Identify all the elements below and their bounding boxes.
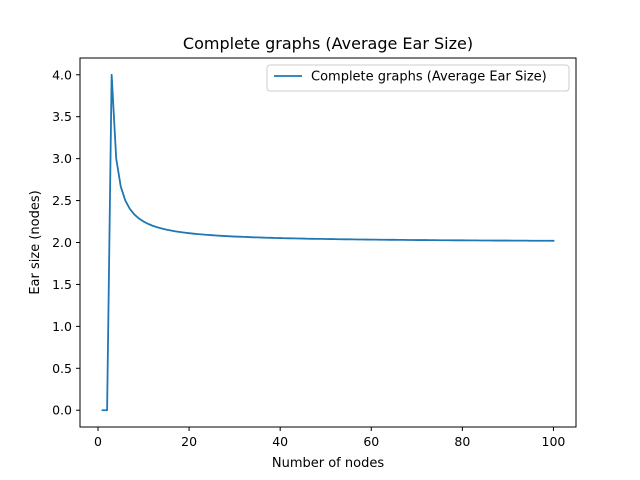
x-tick-label: 20 <box>181 434 197 449</box>
x-tick-label: 0 <box>94 434 102 449</box>
legend: Complete graphs (Average Ear Size) <box>266 64 570 92</box>
plot-frame <box>79 57 577 428</box>
x-tick-label: 100 <box>542 434 566 449</box>
series-line <box>101 73 555 412</box>
y-axis: 0.0 0.5 1.0 1.5 2.0 2.5 3.0 3.5 4.0 <box>52 67 80 418</box>
x-tick-label: 80 <box>454 434 470 449</box>
y-tick-label: 1.0 <box>52 319 72 334</box>
x-tick-label: 60 <box>363 434 379 449</box>
y-tick-label: 0.0 <box>52 403 72 418</box>
x-axis: 0 20 40 60 80 100 <box>94 427 565 449</box>
y-tick-label: 3.0 <box>52 151 72 166</box>
legend-entry: Complete graphs (Average Ear Size) <box>311 70 547 85</box>
y-tick-label: 1.5 <box>52 277 72 292</box>
x-tick-label: 40 <box>272 434 288 449</box>
y-tick-label: 3.5 <box>52 109 72 124</box>
legend-box <box>266 64 570 92</box>
x-axis-label: Number of nodes <box>272 456 384 471</box>
y-tick-label: 2.5 <box>52 193 72 208</box>
chart-title: Complete graphs (Average Ear Size) <box>183 34 473 53</box>
y-axis-label: Ear size (nodes) <box>28 190 43 294</box>
y-tick-label: 0.5 <box>52 361 72 376</box>
y-tick-label: 2.0 <box>52 235 72 250</box>
y-tick-label: 4.0 <box>52 67 72 82</box>
